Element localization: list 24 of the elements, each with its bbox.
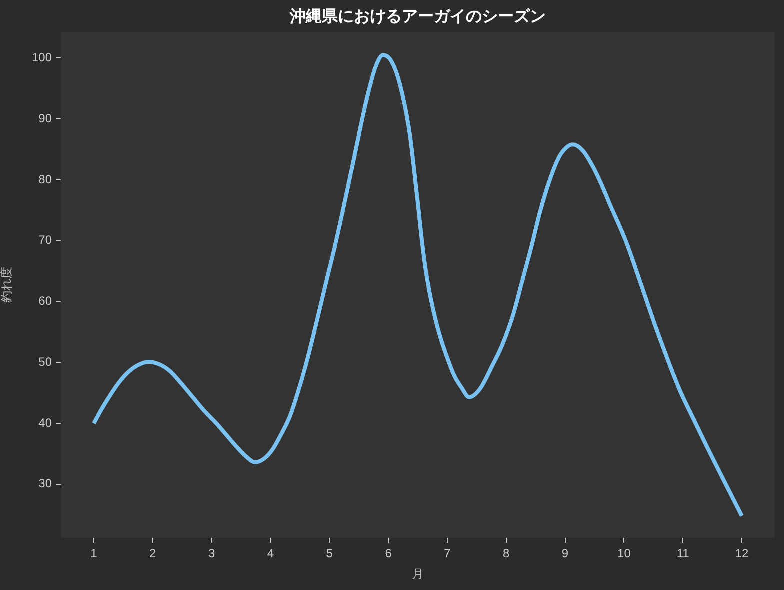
y-tick-label: 60	[38, 294, 52, 308]
x-tick-label: 11	[676, 546, 690, 561]
y-tick-label: 40	[38, 416, 52, 430]
y-tick-label: 70	[38, 233, 52, 248]
line-series	[92, 53, 744, 518]
x-tick-label: 8	[503, 546, 510, 561]
x-tick-label: 10	[618, 546, 632, 561]
x-tick-label: 3	[208, 546, 216, 561]
x-tick-label: 2	[150, 546, 157, 561]
y-tick-label: 90	[38, 111, 52, 126]
y-axis-title: 釣れ度	[0, 267, 14, 303]
x-tick-label: 1	[90, 546, 98, 561]
x-tick-label: 12	[735, 546, 750, 561]
x-axis-title: 月	[412, 567, 424, 582]
x-tick-label: 9	[562, 546, 569, 561]
x-tick-label: 6	[385, 546, 392, 561]
y-tick-label: 80	[38, 172, 52, 186]
x-tick-label: 7	[444, 546, 452, 561]
y-tick-label: 50	[38, 354, 52, 369]
x-tick-label: 5	[326, 546, 334, 561]
y-tick-label: 100	[32, 50, 52, 64]
y-tick-label: 30	[38, 476, 52, 491]
x-tick-label: 4	[267, 546, 274, 561]
chart-title: 沖縄県におけるアーガイのシーズン	[289, 7, 546, 26]
